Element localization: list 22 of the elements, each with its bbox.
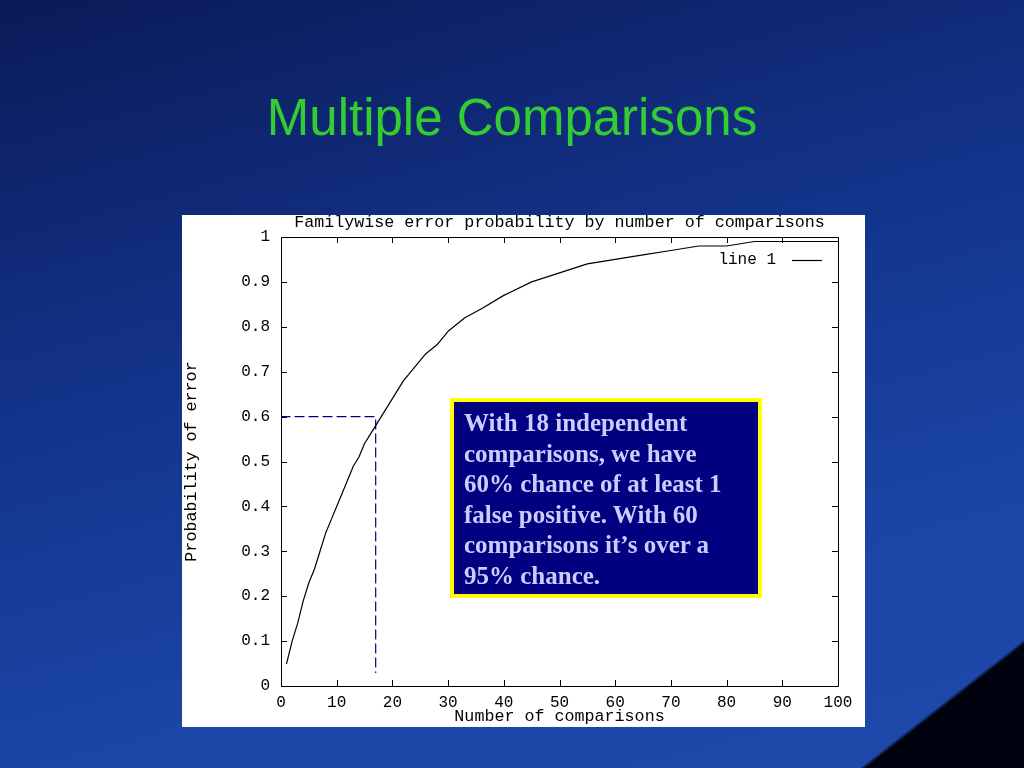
y-tick-label: 0 bbox=[260, 677, 270, 696]
x-tick-label: 100 bbox=[823, 693, 853, 712]
chart-title: Multiple Comparisons bbox=[265, 88, 759, 148]
y-tick-label: 0.4 bbox=[241, 497, 270, 516]
y-tick-label: 0.6 bbox=[241, 407, 270, 426]
y-tick-label: 0.8 bbox=[241, 318, 270, 337]
annotation: With 18 independent comparisons, we have 60% chance of at least 1 false positive. With 60 comparisons it’s over a 95% chance. bbox=[464, 408, 723, 591]
x-tick-label: 90 bbox=[772, 693, 792, 712]
y-tick-label: 0.9 bbox=[241, 273, 270, 292]
x-tick-label: 20 bbox=[382, 693, 402, 712]
y-tick-label: 1 bbox=[260, 228, 270, 247]
y-tick-label: 0.3 bbox=[241, 542, 270, 561]
x-tick-label: 10 bbox=[327, 693, 347, 712]
y-tick-label: 0.1 bbox=[241, 632, 270, 651]
chart-subtitle: Familywise error probability by number of comparisons bbox=[294, 213, 825, 233]
y-tick-label: 0.5 bbox=[241, 452, 270, 471]
y-tick-label: 0.7 bbox=[241, 362, 270, 381]
legend-label: line 1 bbox=[718, 251, 776, 270]
y-tick-label: 0.2 bbox=[241, 587, 270, 606]
y-axis-title: Probability of error bbox=[182, 361, 202, 562]
x-tick-label: 80 bbox=[717, 693, 737, 712]
x-tick-label: 0 bbox=[276, 693, 286, 712]
